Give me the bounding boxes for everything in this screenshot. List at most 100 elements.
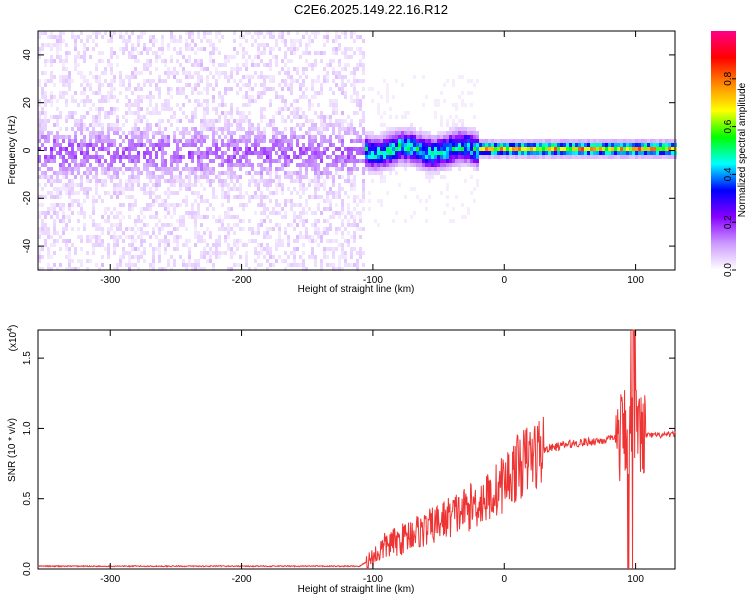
- spectrogram-cell: [131, 263, 134, 267]
- spectrogram-cell: [329, 191, 332, 195]
- spectrogram-cell: [287, 31, 290, 35]
- spectrogram-cell: [428, 159, 431, 163]
- spectrogram-cell: [131, 179, 134, 183]
- spectrogram-cell: [233, 243, 236, 247]
- spectrogram-cell: [236, 71, 239, 75]
- spectrogram-cell: [209, 31, 212, 35]
- spectrogram-cell: [134, 203, 137, 207]
- spectrogram-cell: [449, 155, 452, 159]
- spectrogram-cell: [41, 107, 44, 111]
- spectrogram-cell: [125, 167, 128, 171]
- spectrogram-cell: [311, 179, 314, 183]
- spectrogram-cell: [293, 179, 296, 183]
- spectrogram-cell: [224, 127, 227, 131]
- spectrogram-cell: [263, 87, 266, 91]
- spectrogram-cell: [275, 247, 278, 251]
- spectrogram-cell: [368, 159, 371, 163]
- spectrogram-cell: [110, 175, 113, 179]
- spectrogram-cell: [185, 115, 188, 119]
- spectrogram-cell: [260, 247, 263, 251]
- spectrogram-cell: [200, 67, 203, 71]
- spectrogram-cell: [428, 139, 431, 143]
- spectrogram-cell: [203, 35, 206, 39]
- spectrogram-cell: [158, 243, 161, 247]
- spectrogram-cell: [662, 147, 665, 151]
- spectrogram-cell: [122, 247, 125, 251]
- spectrogram-cell: [137, 255, 140, 259]
- spectrogram-cell: [245, 191, 248, 195]
- spectrogram-cell: [146, 167, 149, 171]
- spectrogram-cell: [473, 143, 476, 147]
- spectrogram-cell: [92, 195, 95, 199]
- spectrogram-cell: [407, 131, 410, 135]
- spectrogram-x-ticks: -300 -200 -100 0 100: [100, 31, 644, 286]
- spectrogram-cell: [242, 151, 245, 155]
- spectrogram-cell: [425, 199, 428, 203]
- spectrogram-cell: [575, 139, 578, 143]
- spectrogram-cell: [83, 211, 86, 215]
- spectrogram-cell: [221, 227, 224, 231]
- spectrogram-cell: [401, 159, 404, 163]
- spectrogram-cell: [272, 227, 275, 231]
- spectrogram-cell: [305, 95, 308, 99]
- spectrogram-cell: [200, 215, 203, 219]
- spectrogram-cell: [221, 131, 224, 135]
- spectrogram-cell: [125, 195, 128, 199]
- spectrogram-cell: [110, 211, 113, 215]
- spectrogram-cell: [182, 183, 185, 187]
- spectrogram-cell: [473, 155, 476, 159]
- spectrogram-cell: [347, 203, 350, 207]
- spectrogram-cell: [269, 139, 272, 143]
- spectrogram-cell: [404, 115, 407, 119]
- spectrogram-cell: [131, 203, 134, 207]
- spectrogram-cell: [155, 235, 158, 239]
- spectrogram-cell: [149, 179, 152, 183]
- spectrogram-cell: [176, 59, 179, 63]
- snr-y-scale: (x104): [7, 325, 19, 352]
- spectrogram-cell: [152, 191, 155, 195]
- x-tick-label: 100: [627, 275, 644, 286]
- spectrogram-cell: [554, 139, 557, 143]
- spectrogram-cell: [41, 43, 44, 47]
- spectrogram-cell: [341, 243, 344, 247]
- spectrogram-cell: [209, 251, 212, 255]
- spectrogram-cell: [323, 123, 326, 127]
- spectrogram-cell: [95, 135, 98, 139]
- spectrogram-cell: [215, 255, 218, 259]
- spectrogram-cell: [329, 63, 332, 67]
- spectrogram-cell: [269, 79, 272, 83]
- spectrogram-cell: [197, 47, 200, 51]
- spectrogram-cell: [218, 179, 221, 183]
- spectrogram-cell: [308, 179, 311, 183]
- spectrogram-cell: [485, 151, 488, 155]
- spectrogram-cell: [458, 131, 461, 135]
- y-tick-label: -40: [22, 238, 33, 253]
- spectrogram-cell: [662, 139, 665, 143]
- spectrogram-cell: [110, 67, 113, 71]
- spectrogram-cell: [338, 127, 341, 131]
- spectrogram-cell: [590, 155, 593, 159]
- spectrogram-cell: [305, 227, 308, 231]
- spectrogram-cell: [476, 139, 479, 143]
- spectrogram-cell: [512, 139, 515, 143]
- spectrogram-cell: [344, 119, 347, 123]
- spectrogram-cell: [188, 55, 191, 59]
- spectrogram-cell: [437, 151, 440, 155]
- spectrogram-cell: [428, 131, 431, 135]
- spectrogram-cell: [50, 95, 53, 99]
- spectrogram-cell: [323, 127, 326, 131]
- spectrogram-cell: [188, 211, 191, 215]
- spectrogram-cell: [341, 247, 344, 251]
- spectrogram-cell: [242, 75, 245, 79]
- spectrogram-cell: [323, 207, 326, 211]
- spectrogram-cell: [149, 267, 152, 271]
- spectrogram-cell: [383, 163, 386, 167]
- spectrogram-cell: [449, 131, 452, 135]
- spectrogram-cell: [275, 43, 278, 47]
- spectrogram-cell: [65, 79, 68, 83]
- spectrogram-cell: [299, 255, 302, 259]
- spectrogram-cell: [518, 155, 521, 159]
- spectrogram-cell: [311, 143, 314, 147]
- spectrogram-cell: [260, 95, 263, 99]
- spectrogram-cell: [236, 187, 239, 191]
